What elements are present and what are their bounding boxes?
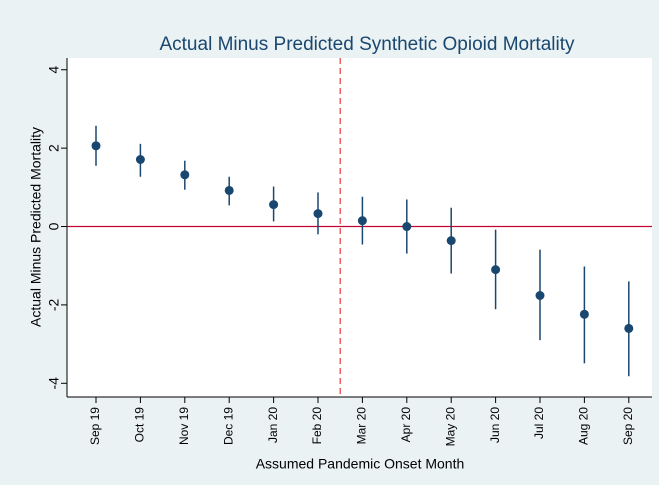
y-tick-label: 4 <box>46 66 62 74</box>
x-tick-label: Dec 19 <box>221 407 235 445</box>
x-tick-label: Jun 20 <box>488 407 502 443</box>
point <box>624 323 634 333</box>
x-axis-label: Assumed Pandemic Onset Month <box>256 456 465 472</box>
point <box>180 170 190 180</box>
point <box>446 236 456 246</box>
point <box>491 265 501 275</box>
chart-title: Actual Minus Predicted Synthetic Opioid … <box>159 34 575 55</box>
y-tick-label: 2 <box>46 144 62 152</box>
point <box>269 200 279 210</box>
point <box>402 222 412 232</box>
y-tick-label: -4 <box>46 377 62 390</box>
y-tick-label: 0 <box>46 222 62 230</box>
x-tick-label: Nov 19 <box>177 407 191 445</box>
point <box>579 309 589 319</box>
x-tick-label: Oct 19 <box>133 407 147 443</box>
x-tick-label: Jan 20 <box>266 407 280 443</box>
plot-area <box>67 58 652 397</box>
x-tick-label: May 20 <box>443 407 457 447</box>
point <box>135 155 145 165</box>
x-tick-label: Sep 19 <box>88 407 102 445</box>
x-tick-label: Mar 20 <box>355 407 369 445</box>
point <box>357 216 367 226</box>
point <box>91 141 101 151</box>
x-tick-label: Apr 20 <box>399 407 413 443</box>
x-tick-label: Feb 20 <box>310 407 324 445</box>
x-tick-label: Aug 20 <box>577 407 591 445</box>
y-tick-label: -2 <box>46 298 62 311</box>
x-tick-label: Jul 20 <box>532 407 546 439</box>
x-tick-label: Sep 20 <box>621 407 635 445</box>
y-axis-label: Actual Minus Predicted Mortality <box>28 127 44 327</box>
point <box>224 185 234 195</box>
point <box>535 290 545 300</box>
point <box>313 209 323 219</box>
